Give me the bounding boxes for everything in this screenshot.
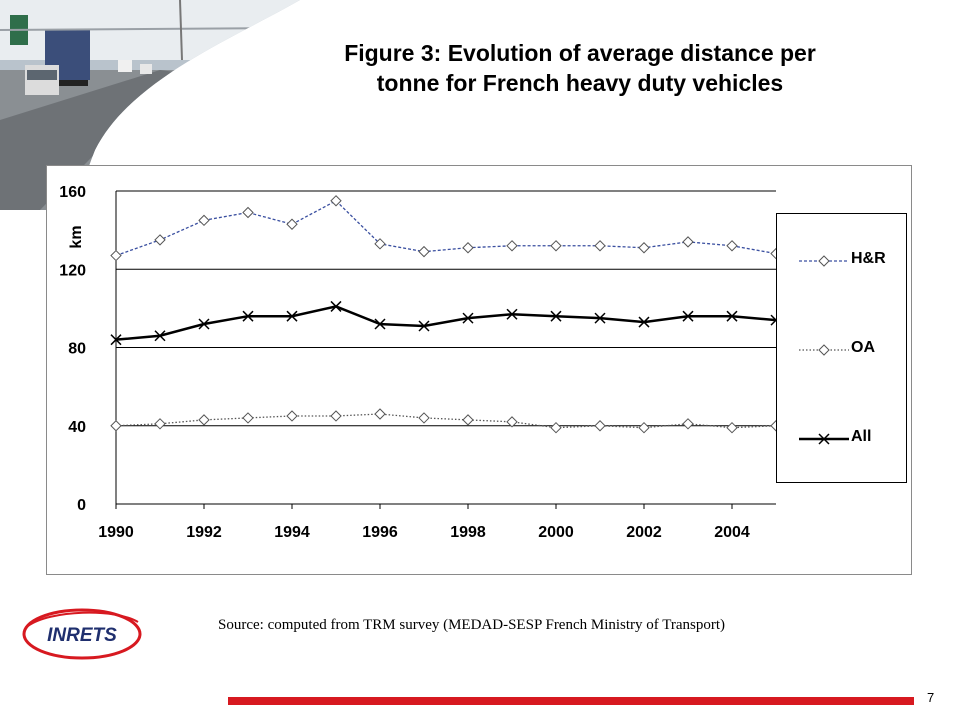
data-point-hr	[242, 206, 254, 219]
data-point-oa	[682, 418, 694, 430]
data-point-all	[242, 310, 254, 322]
legend-label-all: All	[851, 428, 872, 445]
x-tick-label: 1990	[98, 524, 134, 541]
data-point-hr	[286, 218, 298, 230]
data-point-all	[154, 330, 166, 342]
y-tick-label: 120	[59, 262, 86, 279]
x-tick-label: 2002	[626, 524, 662, 541]
data-point-hr	[374, 238, 386, 250]
legend-swatch-all	[799, 433, 849, 445]
data-point-oa	[726, 421, 738, 434]
grid-lines	[116, 190, 776, 505]
y-axis-label: km	[68, 225, 85, 248]
data-point-all	[594, 312, 606, 324]
data-point-oa	[462, 414, 474, 426]
series-lines	[110, 195, 782, 434]
title-line-1: Figure 3: Evolution of average distance …	[344, 40, 816, 66]
data-point-oa	[154, 418, 166, 430]
chart-legend: H&R OA All	[776, 213, 907, 483]
inrets-logo: INRETS	[22, 608, 142, 660]
data-point-hr	[506, 240, 518, 252]
series-line-all	[115, 305, 777, 341]
data-point-oa	[286, 410, 298, 422]
x-tick-label: 2000	[538, 524, 574, 541]
source-note: Source: computed from TRM survey (MEDAD-…	[218, 617, 726, 633]
data-point-oa	[110, 420, 122, 432]
x-tick-label: 1998	[450, 524, 486, 541]
x-tick-label: 1992	[186, 524, 222, 541]
data-point-hr	[638, 242, 650, 254]
data-point-hr	[550, 240, 562, 252]
y-tick-label: 80	[68, 341, 86, 358]
data-point-hr	[154, 234, 166, 246]
data-point-hr	[726, 240, 738, 252]
slide-title: Figure 3: Evolution of average distance …	[300, 38, 860, 98]
data-point-hr	[418, 245, 430, 258]
data-point-hr	[594, 240, 606, 252]
data-point-all	[330, 300, 342, 312]
data-point-hr	[198, 214, 210, 227]
data-point-all	[418, 320, 430, 332]
data-point-hr	[462, 242, 474, 254]
footer-accent-bar	[228, 697, 914, 705]
data-point-oa	[198, 414, 210, 426]
data-point-oa	[638, 421, 650, 434]
legend-swatches	[799, 255, 849, 445]
data-point-hr	[330, 195, 342, 207]
data-point-hr	[110, 249, 122, 262]
logo-text: INRETS	[47, 625, 117, 646]
data-point-all	[506, 308, 518, 320]
data-point-oa	[242, 412, 254, 424]
data-point-all	[286, 310, 298, 322]
data-point-all	[726, 310, 738, 322]
data-point-all	[550, 310, 562, 322]
data-point-oa	[506, 416, 518, 428]
legend-swatch-oa	[799, 344, 849, 356]
legend-label-oa: OA	[851, 339, 875, 356]
x-tick-label: 1994	[274, 524, 310, 541]
chart-frame	[46, 165, 912, 575]
series-line-hr	[115, 199, 777, 257]
y-tick-label: 160	[59, 184, 86, 201]
y-tick-label: 40	[68, 419, 86, 436]
line-chart: 0 40 80 120 160 1990 1992 1994 1996 1998 2000 2002 2…	[59, 184, 782, 541]
data-point-all	[462, 312, 474, 324]
title-line-2: tonne for French heavy duty vehicles	[376, 70, 784, 96]
legend-label-hr: H&R	[851, 250, 886, 267]
data-point-all	[682, 310, 694, 322]
axes: 0 40 80 120 160 1990 1992 1994 1996 1998 2000 2002 2…	[59, 184, 750, 541]
x-tick-label: 2004	[714, 524, 750, 541]
legend-swatch-hr	[799, 255, 849, 267]
data-point-oa	[418, 412, 430, 424]
data-point-hr	[682, 236, 694, 248]
data-point-all	[110, 334, 122, 346]
data-point-all	[198, 318, 210, 330]
highway-photo	[0, 0, 300, 210]
data-point-all	[638, 316, 650, 328]
y-tick-label: 0	[77, 497, 86, 514]
data-point-oa	[594, 420, 606, 432]
page-number: 7	[927, 690, 935, 705]
data-point-oa	[374, 408, 386, 420]
data-point-oa	[550, 421, 562, 434]
data-point-all	[374, 318, 386, 330]
x-tick-label: 1996	[362, 524, 398, 541]
data-point-oa	[330, 410, 342, 422]
